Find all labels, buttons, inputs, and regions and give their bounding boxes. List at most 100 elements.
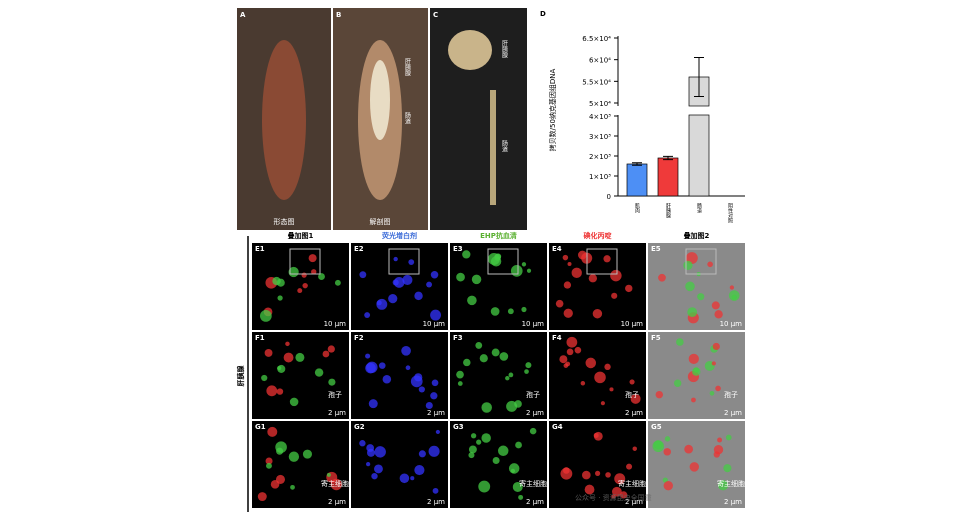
watermark: 公众号 · 资源昆虫全国重	[575, 493, 652, 502]
cell	[562, 254, 569, 261]
cell	[259, 310, 272, 322]
cell	[559, 355, 568, 364]
cell	[529, 427, 537, 435]
cell	[490, 307, 500, 316]
y-tick-label: 1×10³	[589, 173, 611, 181]
cell	[685, 281, 695, 292]
cell	[711, 301, 720, 310]
x-tick-label: 肝胰腺	[665, 203, 671, 219]
panel-label: G2	[354, 423, 365, 431]
cell	[518, 494, 524, 500]
panel-label: C	[433, 11, 438, 19]
cell	[288, 451, 300, 462]
cell	[563, 281, 572, 289]
annotation: 寄主细胞	[321, 479, 349, 488]
column-header: 叠加图2	[684, 231, 710, 240]
panel-label: E1	[255, 245, 265, 253]
scale-bar: 10 μm	[522, 320, 545, 328]
cell	[462, 250, 471, 259]
cell	[295, 352, 305, 362]
cell	[265, 457, 273, 465]
panel-label: G3	[453, 423, 464, 431]
zoom-box	[586, 248, 618, 275]
tissue-label: 肝胰腺	[236, 365, 245, 387]
cell	[524, 369, 529, 374]
cell	[327, 345, 335, 353]
cell	[275, 441, 287, 453]
cell	[506, 400, 518, 412]
cell	[456, 370, 464, 379]
cell	[697, 293, 705, 301]
cell	[463, 358, 471, 367]
cell	[626, 463, 633, 470]
cell	[283, 352, 294, 363]
cell	[510, 265, 523, 277]
cell	[359, 440, 366, 447]
scale-bar: 2 μm	[724, 409, 742, 417]
cell	[494, 253, 502, 261]
cell	[368, 399, 378, 409]
cell	[467, 295, 477, 306]
cell	[676, 338, 684, 346]
cell	[290, 484, 295, 490]
panel-label: F4	[552, 334, 562, 342]
cell	[334, 279, 341, 286]
cell	[364, 312, 371, 319]
cell	[275, 474, 286, 484]
cell	[609, 387, 614, 392]
y-tick-label: 0	[607, 193, 611, 201]
cell	[614, 473, 626, 485]
cell	[410, 476, 415, 481]
annotation: 肠道	[404, 111, 411, 125]
cell	[605, 472, 611, 478]
cell	[612, 486, 622, 497]
cell	[632, 446, 637, 451]
scale-bar: 2 μm	[625, 409, 643, 417]
cell	[426, 281, 433, 288]
cell	[376, 298, 388, 310]
cell	[264, 348, 273, 357]
cell	[717, 437, 723, 443]
cell	[588, 274, 598, 283]
cell	[729, 285, 735, 290]
cell	[629, 379, 635, 385]
cell	[592, 309, 603, 319]
x-tick-label: 肠道	[696, 202, 702, 214]
cell	[475, 342, 483, 349]
cell	[652, 440, 665, 453]
caption: 形态图	[274, 217, 295, 226]
cell	[555, 299, 564, 308]
y-tick-label: 2×10³	[589, 153, 611, 161]
cell	[476, 439, 482, 445]
organ	[370, 60, 390, 140]
annotation: 孢子	[724, 390, 738, 399]
cell	[414, 291, 423, 301]
cell	[479, 354, 488, 363]
scale-bar: 2 μm	[724, 498, 742, 506]
cell	[401, 345, 411, 356]
cell	[526, 268, 532, 273]
panel-label: F2	[354, 334, 364, 342]
scale-bar: 2 μm	[526, 498, 544, 506]
cell	[288, 266, 299, 278]
cell	[515, 441, 522, 449]
cell	[257, 492, 267, 502]
cell	[713, 451, 720, 458]
cell	[663, 481, 673, 491]
cell	[392, 279, 399, 286]
cell	[521, 262, 527, 267]
cell	[289, 397, 299, 407]
cell	[318, 273, 325, 280]
cell	[402, 274, 413, 285]
cell	[610, 269, 622, 282]
cell	[584, 484, 595, 495]
cell	[585, 357, 597, 369]
cell	[478, 480, 491, 493]
cell	[691, 397, 696, 403]
y-tick-label: 6×10⁴	[589, 57, 611, 65]
intestine	[490, 90, 496, 205]
panel-label: G1	[255, 423, 266, 431]
panel-label: G5	[651, 423, 662, 431]
y-tick-label: 4×10³	[589, 113, 611, 121]
